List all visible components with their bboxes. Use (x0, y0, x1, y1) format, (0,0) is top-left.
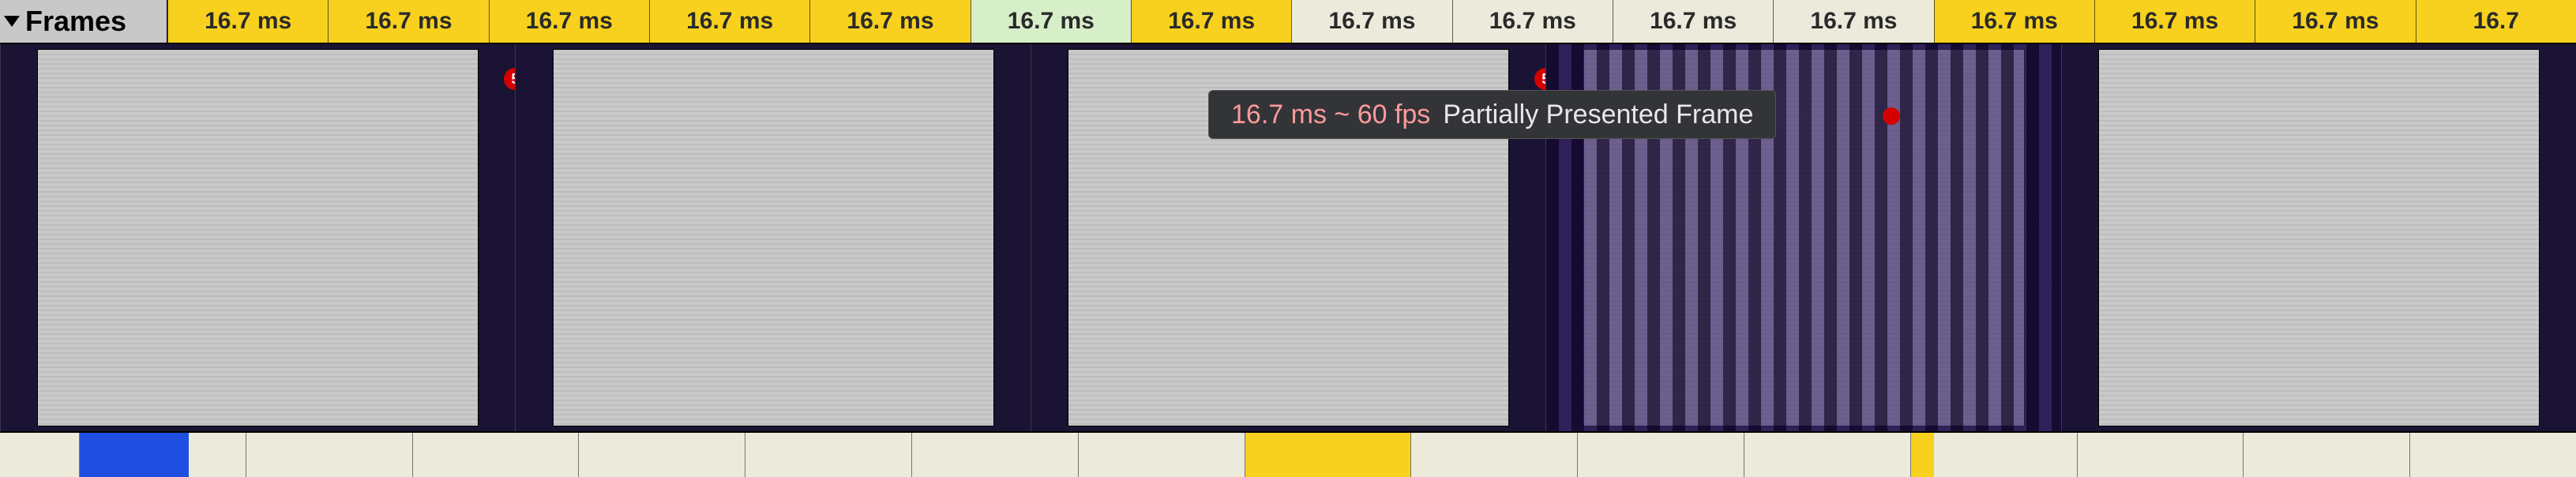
frame-bar[interactable] (1577, 433, 1744, 477)
ruler-cell[interactable]: 16.7 ms (2094, 0, 2255, 43)
ruler-cell[interactable]: 16.7 ms (167, 0, 328, 43)
frame-bar[interactable] (1910, 433, 2077, 477)
frame-bar[interactable] (246, 433, 412, 477)
frames-toggle[interactable]: Frames (0, 0, 167, 43)
bar-segment (80, 433, 189, 477)
frame-screenshots-row: 16.7 ms ~ 60 fps Partially Presented Fra… (0, 44, 2576, 433)
frame-bar[interactable] (2409, 433, 2576, 477)
ruler-cell[interactable]: 16.7 ms (809, 0, 970, 43)
ruler-cell[interactable]: 16.7 ms (971, 0, 1131, 43)
bar-segment (1934, 433, 2076, 477)
frame-bars-row (0, 433, 2576, 477)
bar-segment (1744, 433, 1910, 477)
bars-cells (79, 433, 2576, 477)
ruler-cell[interactable]: 16.7 ms (1131, 0, 1291, 43)
frame-bar[interactable] (2077, 433, 2244, 477)
frame-marker-icon: 5 (1534, 68, 1545, 90)
frame-bar[interactable] (1078, 433, 1245, 477)
bar-segment (912, 433, 1078, 477)
ruler-cells: 16.7 ms16.7 ms16.7 ms16.7 ms16.7 ms16.7 … (167, 0, 2576, 43)
frame-screenshot[interactable]: 5 (0, 44, 515, 431)
bar-segment (189, 433, 245, 477)
bar-segment (413, 433, 579, 477)
bar-segment (579, 433, 745, 477)
profiler-frames-panel: Frames 16.7 ms16.7 ms16.7 ms16.7 ms16.7 … (0, 0, 2576, 477)
frame-tooltip: 16.7 ms ~ 60 fps Partially Presented Fra… (1208, 90, 1776, 139)
bar-segment (1079, 433, 1245, 477)
bar-segment (2078, 433, 2244, 477)
ruler-cell[interactable]: 16.7 ms (1773, 0, 1933, 43)
frame-bar[interactable] (79, 433, 246, 477)
frame-bar[interactable] (911, 433, 1078, 477)
ruler-cell[interactable]: 16.7 ms (489, 0, 649, 43)
tooltip-timing: 16.7 ms ~ 60 fps (1231, 100, 1430, 130)
chevron-down-icon (4, 16, 20, 27)
screenshot-thumbnail (553, 49, 994, 426)
screenshot-thumbnail (37, 49, 479, 426)
frame-marker-icon: 5 (504, 68, 515, 90)
frames-label: Frames (25, 5, 126, 38)
frame-bar[interactable] (578, 433, 745, 477)
tooltip-anchor-dot (1883, 107, 1900, 125)
bars-left-gap (0, 433, 79, 477)
bar-segment (246, 433, 412, 477)
frame-bar[interactable] (745, 433, 911, 477)
bar-segment (1911, 433, 1934, 477)
bar-segment (2410, 433, 2576, 477)
frame-bar[interactable] (412, 433, 579, 477)
ruler-cell[interactable]: 16.7 ms (1291, 0, 1451, 43)
bar-segment (745, 433, 911, 477)
ruler-cell[interactable]: 16.7 ms (649, 0, 809, 43)
ruler-cell[interactable]: 16.7 ms (328, 0, 488, 43)
bar-segment (1578, 433, 1744, 477)
ruler-cell[interactable]: 16.7 ms (1452, 0, 1613, 43)
frame-screenshot[interactable] (2061, 44, 2576, 431)
frame-bar[interactable] (1744, 433, 1910, 477)
frame-bar[interactable] (1245, 433, 1411, 477)
frame-bar[interactable] (2243, 433, 2409, 477)
bar-segment (1245, 433, 1411, 477)
frame-screenshot[interactable] (515, 44, 1030, 431)
ruler-cell[interactable]: 16.7 ms (2255, 0, 2415, 43)
ruler-cell[interactable]: 16.7 ms (1934, 0, 2094, 43)
frame-bar[interactable] (1410, 433, 1577, 477)
tooltip-label: Partially Presented Frame (1443, 100, 1753, 130)
frames-ruler: Frames 16.7 ms16.7 ms16.7 ms16.7 ms16.7 … (0, 0, 2576, 44)
ruler-cell[interactable]: 16.7 (2416, 0, 2576, 43)
bar-segment (2244, 433, 2409, 477)
ruler-cell[interactable]: 16.7 ms (1613, 0, 1773, 43)
screenshot-thumbnail (2098, 49, 2540, 426)
bar-segment (1411, 433, 1577, 477)
